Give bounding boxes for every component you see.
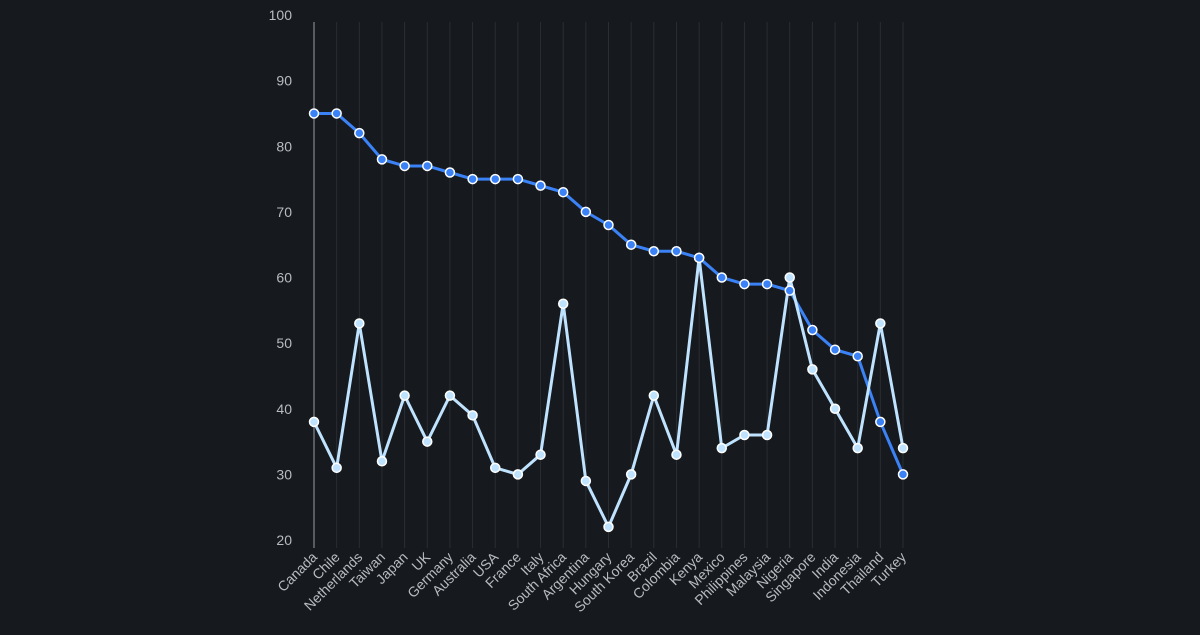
data-point-series-1 — [648, 246, 660, 257]
data-point-series-1 — [829, 344, 841, 355]
data-point-series-1 — [761, 278, 773, 290]
data-point-series-1 — [807, 324, 818, 336]
gridlines — [313, 22, 904, 548]
data-point-series-2 — [716, 442, 728, 454]
data-point-series-2 — [444, 390, 456, 401]
data-point-series-1 — [603, 219, 614, 231]
data-point-series-1 — [331, 108, 342, 119]
data-point-series-2 — [422, 436, 433, 447]
data-point-series-1 — [625, 239, 637, 250]
data-point-series-1 — [376, 154, 388, 165]
y-axis-ticks: 20 30 40 50 60 70 80 90 100 — [269, 7, 293, 548]
data-point-series-1 — [354, 127, 365, 139]
data-point-series-1 — [693, 252, 705, 264]
data-point-series-2 — [308, 416, 320, 428]
data-point-series-2 — [557, 298, 569, 309]
y-tick-label: 30 — [276, 466, 292, 482]
y-tick-label: 90 — [276, 73, 292, 89]
data-point-series-1 — [467, 173, 478, 185]
data-point-series-1 — [739, 278, 750, 290]
data-point-series-1 — [535, 180, 546, 191]
data-point-series-1 — [489, 173, 501, 185]
data-point-series-1 — [875, 416, 886, 428]
data-point-series-1 — [852, 351, 863, 362]
y-tick-label: 60 — [276, 270, 292, 286]
data-point-series-2 — [625, 469, 637, 480]
data-point-series-2 — [897, 442, 909, 454]
y-tick-label: 40 — [276, 401, 292, 417]
data-point-series-2 — [331, 462, 342, 474]
y-tick-label: 50 — [276, 335, 292, 351]
data-point-series-1 — [422, 160, 433, 172]
data-point-series-2 — [467, 410, 478, 421]
data-point-series-2 — [671, 449, 682, 460]
data-point-series-2 — [648, 390, 660, 401]
data-point-series-2 — [399, 390, 410, 401]
y-tick-label: 70 — [276, 204, 292, 220]
x-axis-ticks: CanadaChileNetherlandsTaiwanJapanUKGerma… — [274, 548, 909, 615]
data-point-series-2 — [852, 442, 863, 454]
data-point-series-2 — [354, 318, 365, 329]
data-point-series-1 — [557, 186, 569, 198]
data-point-series-2 — [489, 462, 501, 474]
data-point-series-1 — [716, 272, 728, 283]
y-tick-label: 80 — [276, 138, 292, 154]
data-point-series-1 — [671, 246, 682, 257]
y-tick-label: 100 — [269, 7, 293, 23]
data-point-series-2 — [829, 403, 841, 414]
data-point-series-1 — [784, 285, 795, 296]
data-point-series-1 — [897, 469, 909, 480]
data-point-series-2 — [739, 429, 750, 441]
series-points — [308, 108, 909, 533]
data-point-series-2 — [784, 272, 795, 283]
data-point-series-1 — [580, 206, 592, 218]
data-point-series-2 — [807, 364, 818, 375]
data-point-series-2 — [603, 521, 614, 533]
data-point-series-2 — [376, 456, 388, 467]
data-point-series-1 — [444, 167, 456, 178]
data-point-series-2 — [512, 469, 524, 480]
y-tick-label: 20 — [276, 532, 292, 548]
data-point-series-2 — [875, 318, 886, 329]
data-point-series-1 — [512, 173, 524, 185]
data-point-series-2 — [761, 429, 773, 441]
data-point-series-1 — [308, 108, 320, 119]
data-point-series-2 — [535, 449, 546, 460]
data-point-series-2 — [580, 475, 592, 487]
data-point-series-1 — [399, 160, 410, 172]
